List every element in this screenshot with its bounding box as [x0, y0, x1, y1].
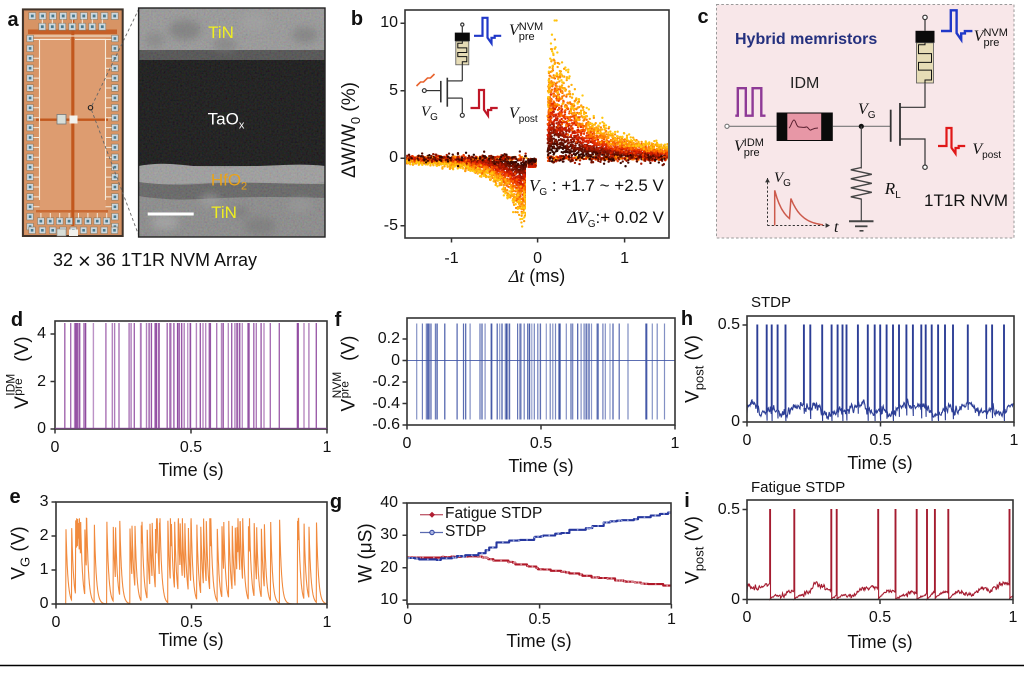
svg-text:Vpost (V): Vpost (V)	[683, 516, 707, 584]
svg-text:W (μS): W (μS)	[356, 523, 377, 583]
svg-text:VIDMpre(V): VIDMpre(V)	[4, 336, 34, 409]
svg-text:ΔW/W0 (%): ΔW/W0 (%)	[339, 82, 363, 178]
svg-text:VG (V): VG (V)	[9, 526, 33, 579]
svg-text:VNVMpre(V): VNVMpre(V)	[330, 336, 360, 412]
svg-text:Vpost (V): Vpost (V)	[683, 335, 707, 403]
